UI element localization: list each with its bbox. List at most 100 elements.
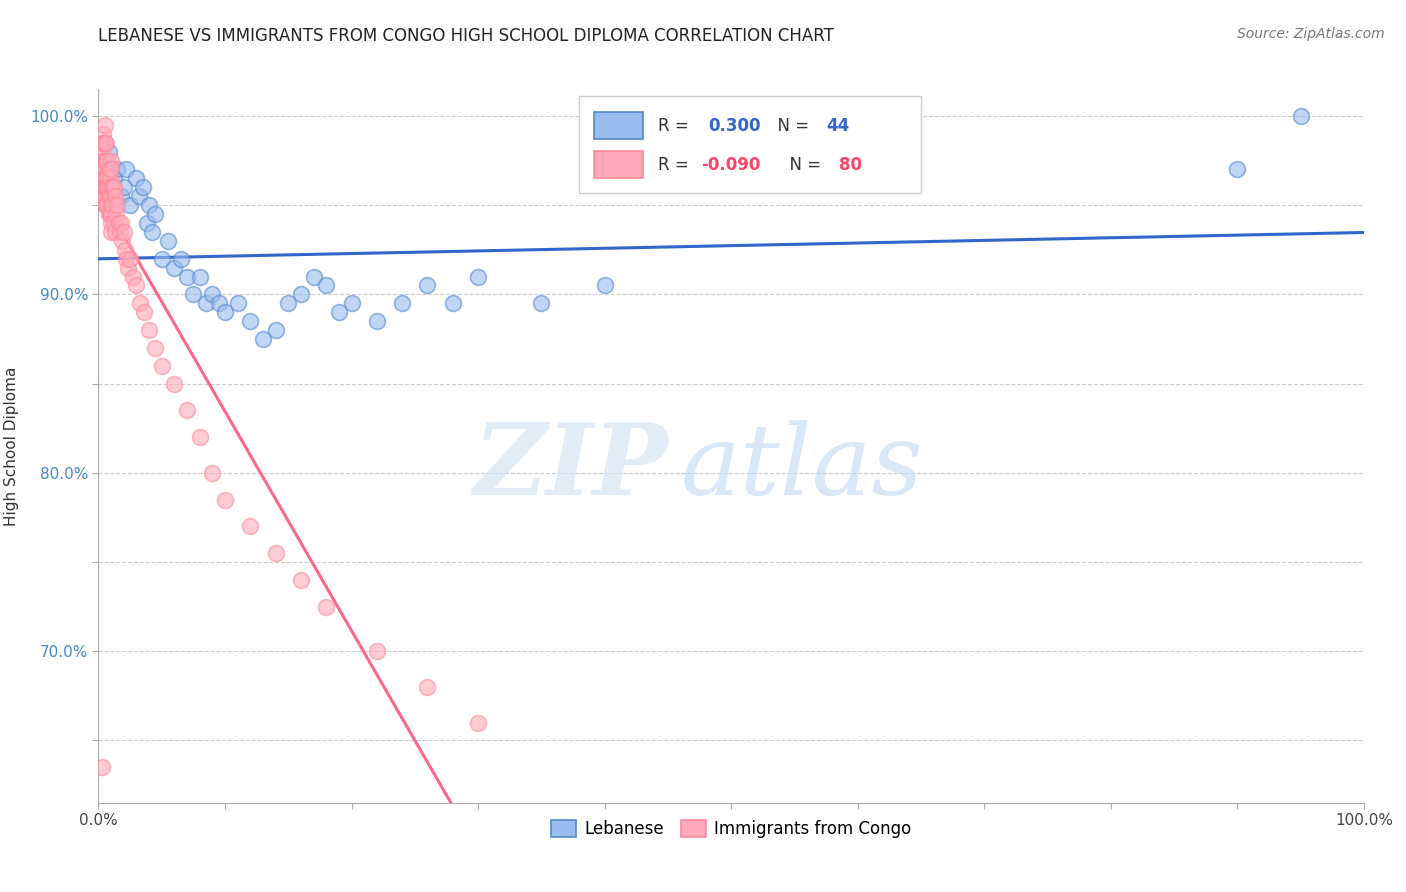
- Point: [194, 296, 218, 310]
- Y-axis label: High School Diploma: High School Diploma: [4, 367, 18, 525]
- Point: [530, 296, 553, 310]
- Point: [340, 296, 363, 310]
- Point: [188, 430, 211, 444]
- Point: [100, 153, 122, 168]
- Text: atlas: atlas: [681, 420, 924, 515]
- Legend: Lebanese, Immigrants from Congo: Lebanese, Immigrants from Congo: [544, 813, 918, 845]
- Point: [315, 278, 337, 293]
- Point: [239, 314, 262, 328]
- Point: [125, 278, 148, 293]
- Point: [103, 180, 125, 194]
- Point: [96, 153, 118, 168]
- Point: [100, 225, 122, 239]
- Point: [98, 171, 121, 186]
- Point: [135, 216, 157, 230]
- Point: [183, 287, 205, 301]
- Point: [91, 136, 114, 150]
- Point: [91, 162, 114, 177]
- Point: [96, 180, 118, 194]
- Point: [100, 162, 122, 177]
- Point: [93, 153, 117, 168]
- Point: [93, 180, 115, 194]
- Point: [93, 118, 117, 132]
- Point: [105, 207, 128, 221]
- FancyBboxPatch shape: [595, 112, 643, 139]
- Point: [101, 180, 124, 194]
- Point: [93, 162, 117, 177]
- Point: [467, 715, 489, 730]
- Point: [94, 136, 117, 150]
- Point: [1289, 109, 1312, 123]
- Point: [416, 278, 439, 293]
- Point: [107, 198, 129, 212]
- Point: [138, 323, 160, 337]
- Point: [1226, 162, 1249, 177]
- Point: [593, 278, 616, 293]
- Text: N =: N =: [779, 156, 827, 174]
- Point: [97, 180, 120, 194]
- Point: [91, 153, 114, 168]
- Text: R =: R =: [658, 117, 699, 135]
- Point: [103, 171, 125, 186]
- Point: [94, 171, 117, 186]
- Point: [98, 207, 121, 221]
- Point: [100, 180, 122, 194]
- Point: [201, 287, 224, 301]
- Point: [290, 287, 312, 301]
- Point: [108, 225, 131, 239]
- Text: N =: N =: [766, 117, 814, 135]
- Point: [93, 136, 117, 150]
- Text: 0.300: 0.300: [709, 117, 761, 135]
- Point: [302, 269, 325, 284]
- Text: -0.090: -0.090: [700, 156, 761, 174]
- Point: [214, 492, 236, 507]
- Text: LEBANESE VS IMMIGRANTS FROM CONGO HIGH SCHOOL DIPLOMA CORRELATION CHART: LEBANESE VS IMMIGRANTS FROM CONGO HIGH S…: [98, 27, 834, 45]
- Point: [93, 189, 115, 203]
- Point: [169, 252, 191, 266]
- Point: [100, 198, 122, 212]
- Point: [132, 180, 155, 194]
- Point: [290, 573, 312, 587]
- Point: [93, 198, 117, 212]
- Point: [141, 225, 163, 239]
- Point: [91, 760, 114, 774]
- Point: [93, 171, 117, 186]
- Point: [264, 323, 287, 337]
- Point: [145, 341, 166, 355]
- Point: [150, 252, 173, 266]
- Point: [93, 189, 117, 203]
- Point: [366, 314, 388, 328]
- Point: [110, 216, 132, 230]
- Point: [163, 376, 186, 391]
- Point: [129, 296, 152, 310]
- Point: [97, 145, 120, 159]
- Point: [100, 216, 122, 230]
- Point: [120, 252, 141, 266]
- Point: [176, 269, 198, 284]
- Point: [104, 189, 127, 203]
- FancyBboxPatch shape: [595, 152, 643, 178]
- Point: [98, 189, 121, 203]
- Point: [94, 153, 117, 168]
- Point: [416, 680, 439, 694]
- Point: [93, 127, 115, 141]
- Point: [252, 332, 274, 346]
- Point: [97, 189, 120, 203]
- Point: [97, 162, 120, 177]
- Point: [366, 644, 388, 658]
- Point: [208, 296, 231, 310]
- Point: [176, 403, 198, 417]
- Point: [114, 243, 136, 257]
- Point: [328, 305, 350, 319]
- Point: [112, 180, 135, 194]
- Text: 44: 44: [825, 117, 849, 135]
- Point: [157, 234, 180, 248]
- Point: [97, 207, 120, 221]
- Point: [315, 599, 337, 614]
- Point: [138, 198, 160, 212]
- Point: [93, 180, 117, 194]
- Point: [467, 269, 489, 284]
- Point: [94, 180, 117, 194]
- Point: [91, 171, 114, 186]
- Point: [214, 305, 236, 319]
